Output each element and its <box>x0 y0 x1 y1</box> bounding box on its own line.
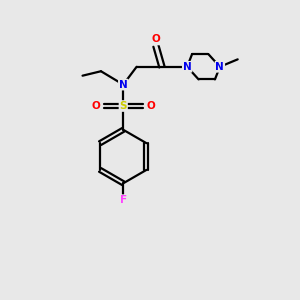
Text: N: N <box>215 62 224 72</box>
Text: S: S <box>119 101 127 111</box>
Text: N: N <box>183 62 191 72</box>
Text: O: O <box>91 101 100 111</box>
Text: F: F <box>120 195 127 205</box>
Text: O: O <box>152 34 160 44</box>
Text: N: N <box>119 80 128 90</box>
Text: O: O <box>146 101 155 111</box>
